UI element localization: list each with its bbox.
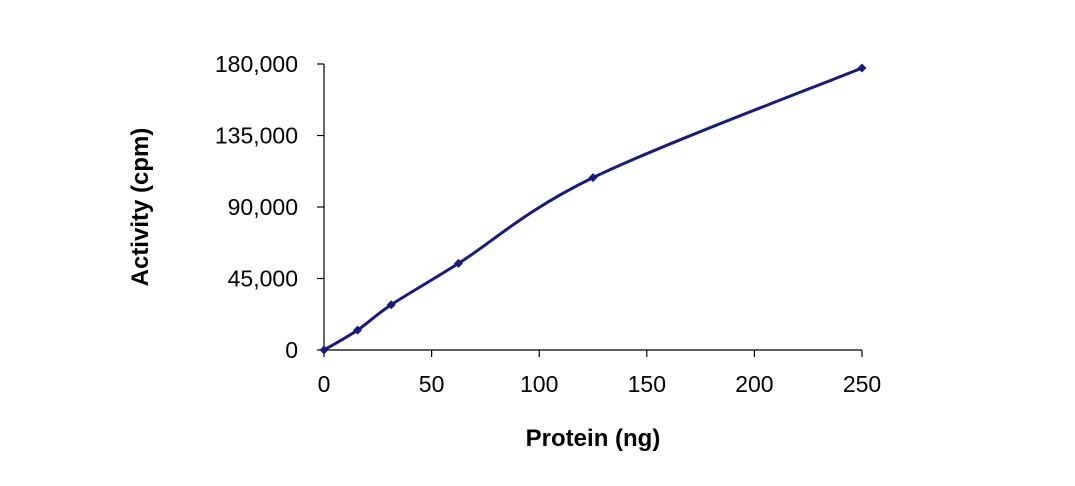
data-point (353, 325, 363, 335)
y-axis-title: Activity (cpm) (127, 128, 154, 287)
x-axis: 0 50 100 150 200 250 (318, 349, 881, 397)
x-tick-label: 50 (419, 371, 445, 397)
y-axis: 0 45,000 90,000 135,000 180,000 (215, 51, 325, 363)
y-tick-label: 135,000 (215, 123, 298, 149)
x-tick-label: 0 (318, 371, 331, 397)
x-tick-label: 200 (735, 371, 773, 397)
data-point (454, 258, 463, 268)
y-tick-label: 0 (285, 337, 298, 363)
series-layer (319, 63, 867, 355)
y-tick-label: 90,000 (228, 194, 298, 220)
x-tick-label: 150 (628, 371, 666, 397)
data-point (588, 173, 598, 183)
data-point (319, 345, 329, 355)
x-axis-title: Protein (ng) (526, 425, 661, 452)
data-point (386, 300, 396, 310)
y-tick-label: 180,000 (215, 51, 298, 77)
data-point (857, 63, 867, 73)
x-tick-label: 250 (843, 371, 881, 397)
y-tick-label: 45,000 (228, 266, 298, 292)
series-line (322, 66, 864, 352)
x-tick-label: 100 (520, 371, 558, 397)
